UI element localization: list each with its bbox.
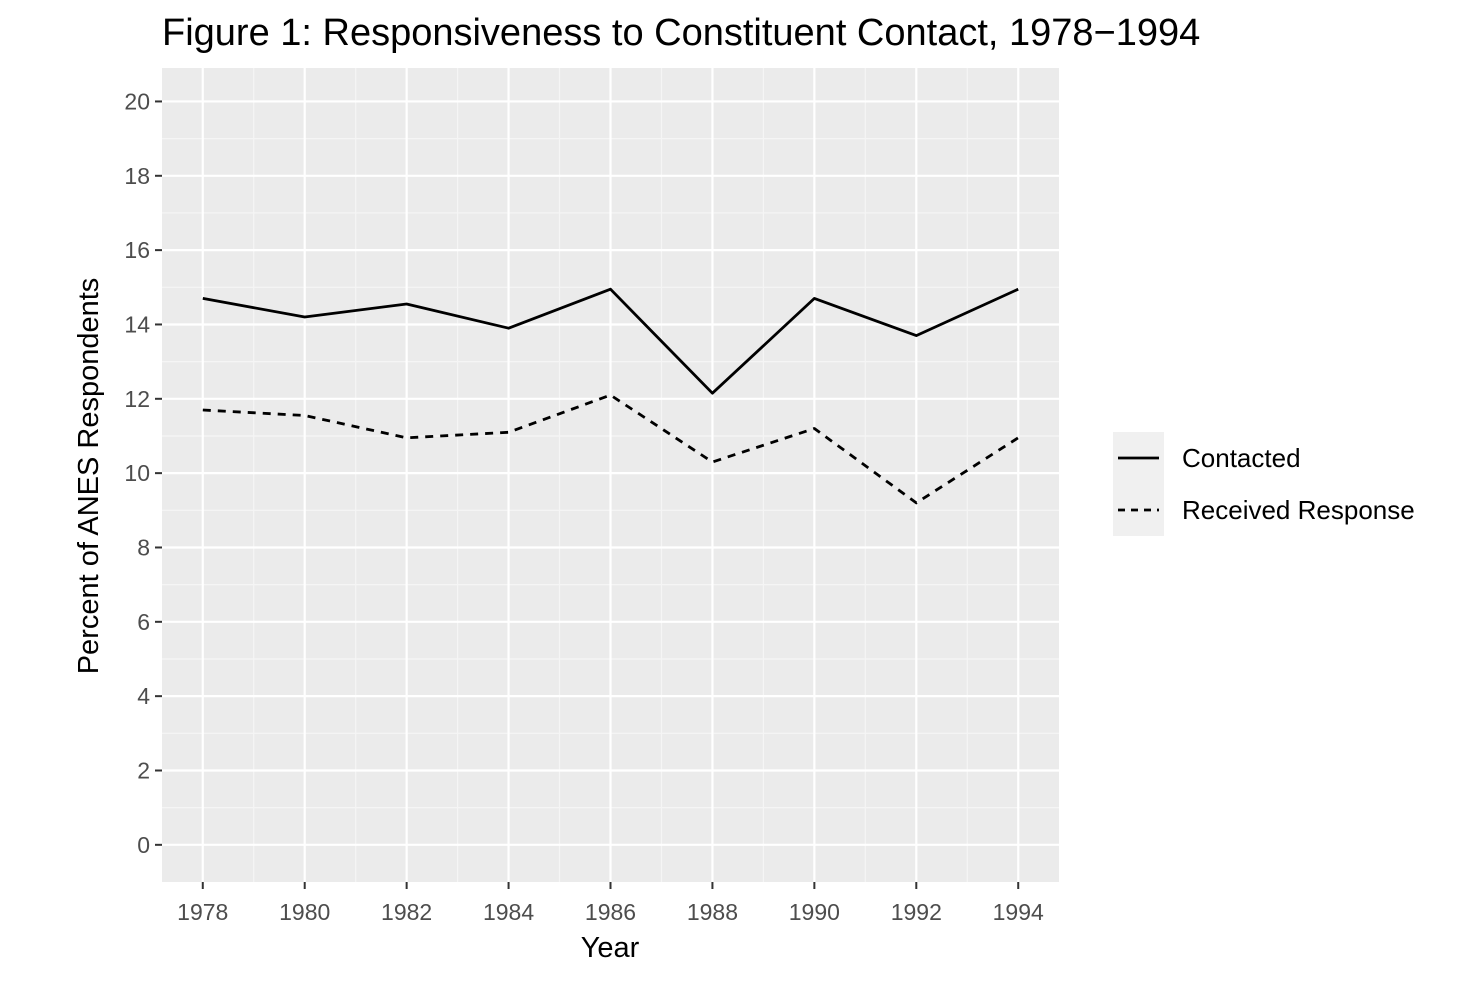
series-line-received-response	[202, 393, 1019, 505]
y-tick-label: 16	[124, 237, 150, 263]
y-tick-label: 12	[124, 386, 150, 412]
legend: Contacted Received Response	[1113, 432, 1415, 536]
x-tick-label: 1990	[789, 899, 840, 925]
y-axis: 0 2 4 6 8 10 12 14 16 18 20	[124, 88, 162, 858]
x-tick-label: 1980	[279, 899, 330, 925]
x-tick-label: 1994	[993, 899, 1044, 925]
x-tick-label: 1986	[585, 899, 636, 925]
x-axis-title: Year	[581, 932, 640, 964]
y-tick-label: 6	[137, 609, 150, 635]
x-tick-label: 1982	[381, 899, 432, 925]
y-axis-title: Percent of ANES Respondents	[73, 278, 105, 675]
y-tick-label: 18	[124, 163, 150, 189]
x-tick-label: 1978	[177, 899, 228, 925]
y-tick-label: 2	[137, 757, 150, 783]
major-grid	[162, 68, 1059, 882]
x-tick-label: 1988	[687, 899, 738, 925]
series-lines	[202, 287, 1019, 505]
legend-label: Contacted	[1182, 443, 1301, 473]
legend-label: Received Response	[1182, 495, 1415, 525]
y-tick-label: 14	[124, 311, 150, 337]
chart-title: Figure 1: Responsiveness to Constituent …	[162, 12, 1200, 54]
y-tick-label: 0	[137, 832, 150, 858]
y-tick-label: 8	[137, 534, 150, 560]
x-tick-label: 1984	[483, 899, 534, 925]
x-tick-label: 1992	[891, 899, 942, 925]
y-tick-label: 4	[137, 683, 150, 709]
series-line-contacted	[202, 287, 1019, 395]
y-tick-label: 20	[124, 88, 150, 114]
y-tick-label: 10	[124, 460, 150, 486]
x-axis: 1978 1980 1982 1984 1986 1988 1990 1992 1994	[177, 882, 1044, 925]
